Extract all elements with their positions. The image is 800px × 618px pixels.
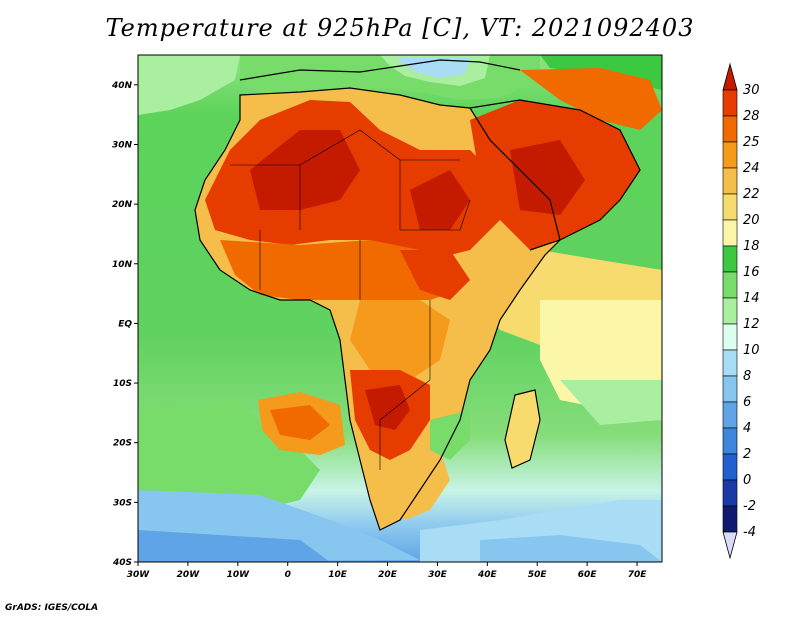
colorbar-bottom-arrow xyxy=(722,531,738,560)
y-tick-label: 40S xyxy=(112,558,132,568)
y-axis: 40N 30N 20N 10N EQ 10S 20S 30S 40S xyxy=(111,81,138,568)
colorbar-segment xyxy=(722,479,738,507)
colorbar-label: 12 xyxy=(743,317,760,332)
x-tick-label: 70E xyxy=(628,570,648,580)
colorbar-label: 25 xyxy=(743,135,760,150)
x-axis: 30W 20W 10W 0 10E 20E 30E 40E 50E 60E 70E xyxy=(127,562,647,580)
country-borders xyxy=(230,129,471,470)
y-tick-label: 10N xyxy=(112,260,133,270)
colorbar-label: 14 xyxy=(743,291,760,306)
colorbar-segment xyxy=(722,427,738,455)
colorbar-label: 16 xyxy=(743,265,760,280)
x-tick-label: 30W xyxy=(127,570,151,580)
x-tick-label: 20E xyxy=(378,570,398,580)
colorbar-segment xyxy=(722,193,738,221)
colorbar-segment xyxy=(722,141,738,169)
colorbar-segment xyxy=(722,401,738,429)
colorbar-label: 22 xyxy=(743,187,760,202)
x-tick-label: 10W xyxy=(227,570,251,580)
x-tick-label: 10E xyxy=(328,570,348,580)
colorbar-label: 2 xyxy=(743,447,751,462)
colorbar-label: 4 xyxy=(743,421,751,436)
chart-title: Temperature at 925hPa [C], VT: 202109240… xyxy=(105,14,695,42)
colorbar-segment xyxy=(722,245,738,273)
y-tick-label: 30S xyxy=(113,498,132,508)
colorbar-label: -4 xyxy=(743,525,756,540)
colorbar-label: 6 xyxy=(743,395,751,410)
colorbar-segment xyxy=(722,167,738,195)
credit-label: GrADS: IGES/COLA xyxy=(5,603,99,613)
colorbar-segment xyxy=(722,349,738,377)
y-tick-label: 10S xyxy=(113,379,132,389)
colorbar-label: 18 xyxy=(743,239,760,254)
colorbar-segment xyxy=(722,219,738,247)
x-tick-label: 40E xyxy=(477,570,498,580)
colorbar-label: -2 xyxy=(743,499,756,514)
colorbar-label: 8 xyxy=(743,369,751,384)
colorbar-label: 28 xyxy=(743,109,760,124)
y-tick-label: 20S xyxy=(113,439,132,449)
colorbar-segment xyxy=(722,89,738,117)
colorbar-label: 10 xyxy=(743,343,760,358)
temperature-field xyxy=(138,55,662,562)
y-tick-label: 20N xyxy=(112,200,133,210)
colorbar-segment xyxy=(722,323,738,351)
x-tick-label: 30E xyxy=(428,570,448,580)
x-tick-label: 20W xyxy=(177,570,201,580)
colorbar-segment xyxy=(722,505,738,533)
colorbar-label: 0 xyxy=(743,473,751,488)
colorbar-top-arrow xyxy=(722,62,738,91)
map-frame xyxy=(137,54,663,563)
coastline xyxy=(194,59,641,531)
x-tick-label: 50E xyxy=(528,570,548,580)
colorbar-segment xyxy=(722,375,738,403)
colorbar-label: 24 xyxy=(743,161,760,176)
y-tick-label: 30N xyxy=(112,140,133,150)
colorbar-label: 30 xyxy=(743,83,760,98)
colorbar-segment xyxy=(722,271,738,299)
y-tick-label: EQ xyxy=(118,319,132,329)
colorbar-segment xyxy=(722,115,738,143)
colorbar-label: 20 xyxy=(743,213,760,228)
x-tick-label: 0 xyxy=(285,570,291,580)
colorbar-segment xyxy=(722,297,738,325)
x-tick-label: 60E xyxy=(578,570,598,580)
colorbar-segment xyxy=(722,453,738,481)
y-tick-label: 40N xyxy=(111,81,133,91)
